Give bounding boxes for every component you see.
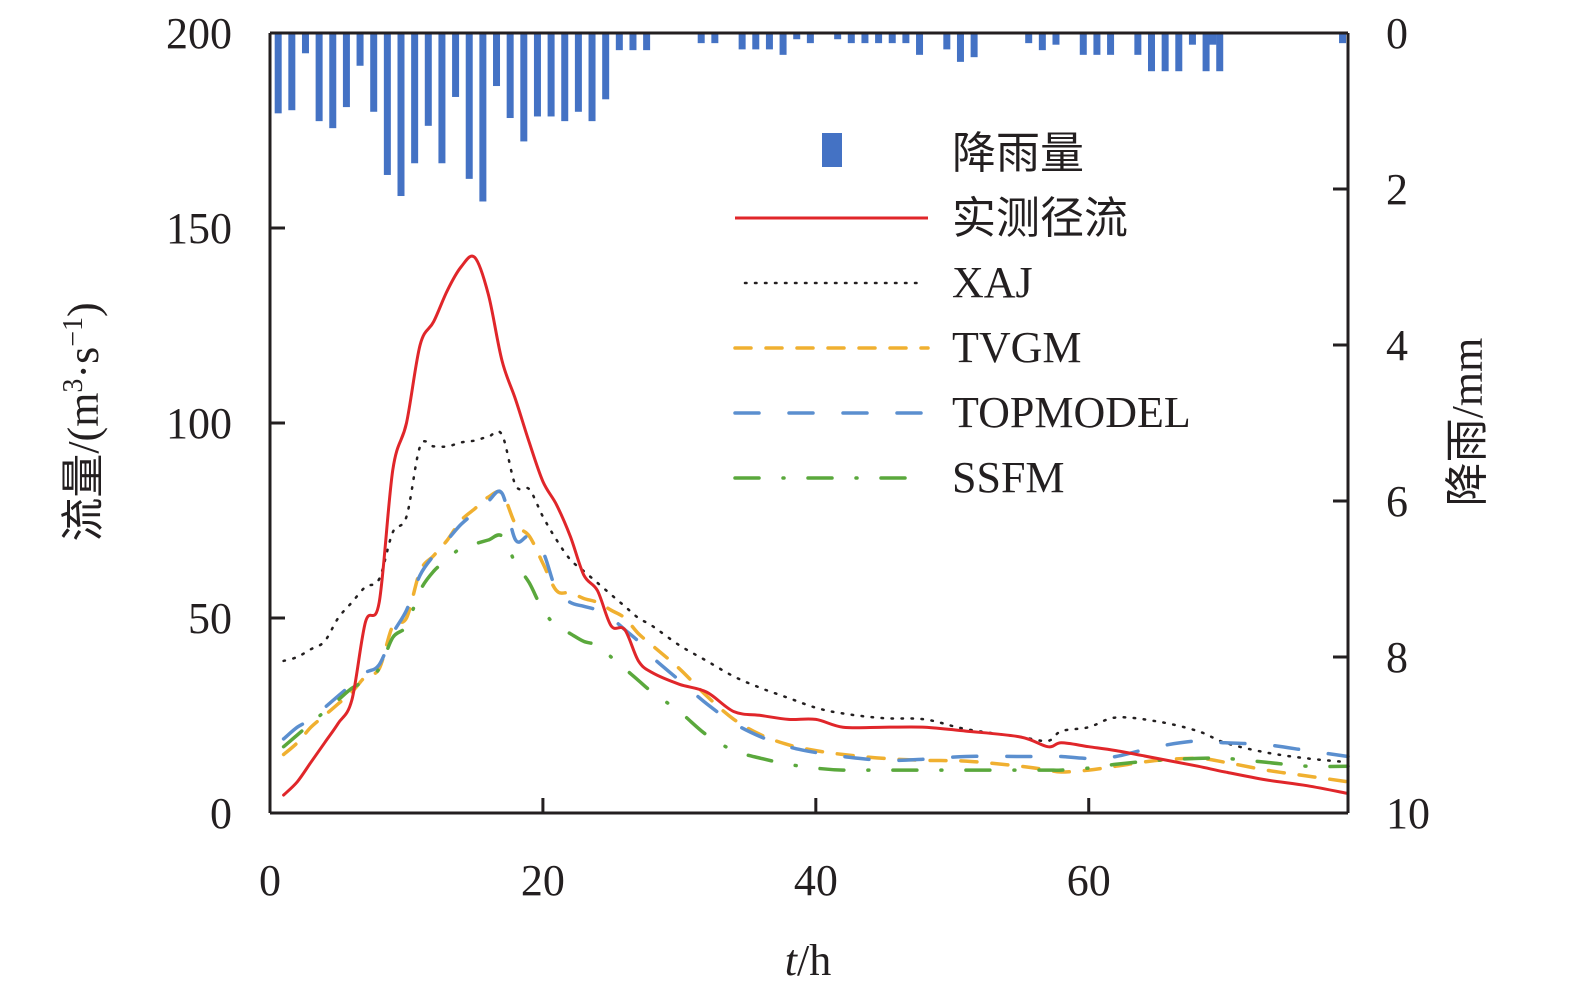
rainfall-bar [1161, 33, 1169, 72]
rainfall-bar [547, 33, 555, 117]
rainfall-bar [1134, 33, 1142, 55]
rainfall-bar [370, 33, 378, 112]
rainfall-bar [1175, 33, 1183, 72]
rainfall-bar [493, 33, 501, 87]
rainfall-bar [970, 33, 978, 58]
rainfall-bar [888, 33, 896, 44]
rainfall-bar [752, 33, 760, 50]
rainfall-bar [383, 33, 391, 175]
y-left-tick-label: 0 [210, 789, 232, 838]
x-tick-label: 20 [521, 856, 565, 905]
rainfall-bar [861, 33, 869, 44]
y-right-tick-label: 10 [1386, 789, 1430, 838]
legend: 降雨量 实测径流 XAJ TVGM TOPMODEL SSFM [733, 129, 1191, 502]
rainfall-bar [438, 33, 446, 164]
y-axis-left-title: 流量/(m3·s−1) [58, 302, 108, 541]
y-right-tick-label: 8 [1386, 633, 1408, 682]
legend-label-observed: 实测径流 [952, 194, 1128, 243]
rainfall-bar [943, 33, 951, 50]
rainfall-bar [1093, 33, 1101, 55]
rainfall-bar [902, 33, 910, 44]
legend-label-topmodel: TOPMODEL [952, 388, 1191, 437]
rainfall-bar [1339, 33, 1347, 44]
rainfall-bar [806, 33, 814, 44]
rainfall-bar [1107, 33, 1115, 55]
legend-label-xaj: XAJ [952, 258, 1033, 307]
rainfall-bar [615, 33, 623, 51]
x-axis-title: t/h [785, 936, 831, 985]
legend-label-ssfm: SSFM [952, 453, 1065, 502]
rainfall-bar [711, 33, 719, 44]
rainfall-bar [875, 33, 883, 44]
y-left-tick-label: 200 [166, 9, 232, 58]
y-axis-right-title: 降雨/mm [1443, 338, 1492, 507]
rainfall-bar [561, 33, 569, 122]
y-left-tick-label: 150 [166, 204, 232, 253]
x-tick-label: 0 [259, 856, 281, 905]
rainfall-bar [916, 33, 924, 55]
y-right-tick-label: 2 [1386, 165, 1408, 214]
rainfall-bar [1038, 33, 1046, 51]
legend-swatch-rainfall [822, 133, 842, 167]
y-right-tick-label: 6 [1386, 477, 1408, 526]
rainfall-bar [779, 33, 787, 55]
x-tick-label: 60 [1067, 856, 1111, 905]
legend-label-tvgm: TVGM [952, 323, 1082, 372]
rainfall-bar [315, 33, 323, 122]
rainfall-bar [602, 33, 610, 100]
rainfall-bar [288, 33, 296, 111]
rainfall-bar [533, 33, 541, 117]
rainfall-bar [1079, 33, 1087, 55]
observed-runoff-line [282, 254, 1350, 797]
ssfm-line [281, 533, 1350, 772]
legend-label-rainfall: 降雨量 [952, 129, 1084, 178]
rainfall-bar [479, 33, 487, 202]
rainfall-bar [1209, 33, 1217, 45]
runoff-series [281, 254, 1350, 797]
rainfall-bar [506, 33, 514, 119]
rainfall-bar [738, 33, 746, 50]
y-left-tick-label: 50 [188, 594, 232, 643]
rainfall-bar [329, 33, 337, 129]
ticks: 0 20 40 60 0 50 100 150 200 0 2 4 6 8 10 [166, 9, 1430, 905]
rainfall-bar [643, 33, 651, 51]
rainfall-bar [342, 33, 350, 108]
rainfall-bar [411, 33, 419, 164]
tvgm-line [281, 489, 1350, 784]
y-right-tick-label: 0 [1386, 9, 1408, 58]
rainfall-bar [765, 33, 773, 50]
rainfall-bar [629, 33, 637, 51]
rainfall-bar [1188, 33, 1196, 45]
rainfall-bar [1148, 33, 1156, 72]
rainfall-bar [588, 33, 596, 122]
rainfall-bar [424, 33, 432, 126]
x-tick-label: 40 [794, 856, 838, 905]
rainfall-bar [1052, 33, 1060, 45]
rainfall-bar [301, 33, 309, 54]
rainfall-bar [397, 33, 405, 197]
topmodel-line [281, 489, 1350, 763]
rainfall-bar [956, 33, 964, 62]
y-left-tick-label: 100 [166, 399, 232, 448]
rainfall-bar [1216, 33, 1224, 72]
rainfall-bar [274, 33, 282, 114]
rainfall-bar [520, 33, 528, 142]
y-right-tick-label: 4 [1386, 321, 1408, 370]
xaj-line [282, 430, 1350, 764]
rainfall-bar [834, 33, 842, 40]
rainfall-bar [574, 33, 582, 112]
rainfall-bar [697, 33, 705, 44]
rainfall-bar [452, 33, 460, 97]
rainfall-bar [1202, 33, 1210, 72]
rainfall-bars [274, 33, 1347, 202]
rainfall-bar [793, 33, 801, 40]
rainfall-bar [847, 33, 855, 44]
rainfall-bar [356, 33, 364, 66]
rainfall-bar [465, 33, 473, 179]
rainfall-bar [1025, 33, 1033, 44]
